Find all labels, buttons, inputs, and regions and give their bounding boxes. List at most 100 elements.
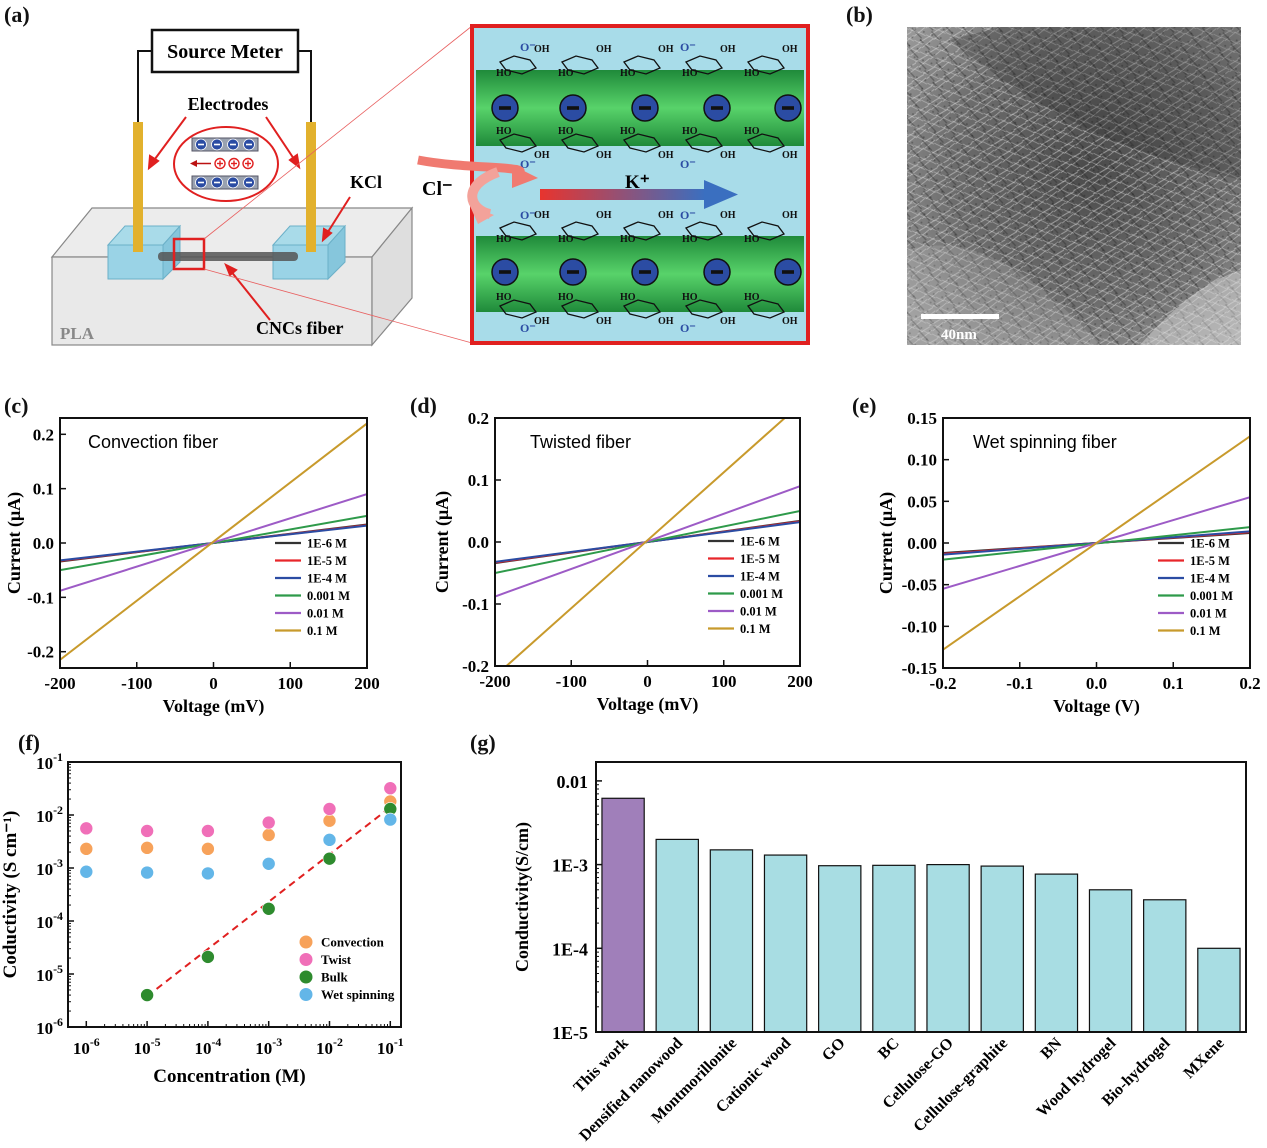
glucose-ring (684, 299, 724, 319)
bar-densified-nanowood (655, 838, 699, 1033)
legend-label: 1E-4 M (307, 572, 347, 586)
plot-frame (595, 761, 1247, 1033)
y-tick-label: 10-1 (36, 750, 63, 773)
glucose-ring (684, 55, 724, 75)
glucose-ring (684, 133, 724, 153)
glucose-ring (684, 221, 724, 241)
glucose-ring (498, 299, 538, 319)
glucose-ring (498, 55, 538, 75)
data-point-bulk (322, 851, 337, 866)
x-tick-label: GO (819, 1035, 849, 1065)
legend-label: 1E-5 M (740, 552, 780, 566)
data-point-wet-spinning (79, 864, 94, 879)
x-tick-label: 100 (278, 674, 304, 693)
ho-label: HO (744, 292, 760, 303)
panel-label-c: (c) (4, 393, 28, 418)
oh-label: OH (596, 210, 612, 221)
nanochannel-zoom: OH HO OH HO OH HO OH HO OH HO OH HO OH HO OH HO OH HO OH HO… (417, 24, 810, 345)
minus-glyph (639, 106, 651, 110)
data-point-twist (140, 824, 154, 838)
minus-glyph (782, 270, 794, 274)
x-axis-label: Voltage (V) (1053, 696, 1140, 717)
data-point-convection (140, 841, 154, 855)
data-point-wet-spinning (322, 833, 337, 847)
data-point-wet-spinning (383, 812, 398, 827)
electrodes-label: Electrodes (188, 94, 269, 114)
carboxyl-o-minus-label: O⁻ (680, 208, 696, 222)
panel-label-f: (f) (18, 730, 40, 755)
oh-label: OH (596, 44, 612, 55)
bar-cellulose-graphite (980, 865, 1024, 1033)
ho-label: HO (558, 68, 574, 79)
y-tick-label: 10-5 (36, 962, 63, 985)
oh-label: OH (596, 316, 612, 327)
y-tick-label: 1E-4 (552, 939, 588, 959)
series-line-0.1-M (943, 435, 1250, 651)
glucose-ring (622, 55, 662, 75)
glucose-ring (560, 55, 600, 75)
y-tick-label: -0.15 (902, 659, 937, 678)
x-tick-label: 10-5 (134, 1035, 161, 1058)
y-tick-label: 1E-5 (552, 1023, 588, 1043)
y-tick-label: 0.01 (557, 772, 589, 792)
glucose-ring (622, 221, 662, 241)
legend-label: 0.01 M (307, 607, 344, 621)
legend-marker (299, 988, 313, 1001)
data-point-bulk (261, 901, 276, 916)
panel-label-d: (d) (410, 393, 437, 418)
fiber-label: CNCs fiber (256, 318, 344, 338)
oh-label: OH (658, 210, 674, 221)
legend-label: Twist (321, 952, 352, 967)
x-tick-label: 200 (787, 672, 813, 691)
oh-label: OH (534, 210, 550, 221)
glucose-ring (560, 299, 600, 319)
oh-label: OH (720, 150, 736, 161)
legend-label: 0.1 M (740, 622, 771, 636)
x-tick-label: Cellulose-graphite (910, 1035, 1011, 1136)
schematic-device: Source Meter Electrodes (50, 25, 473, 347)
glucose-ring (622, 299, 662, 319)
oh-label: OH (782, 316, 798, 327)
minus-glyph (782, 106, 794, 110)
bar-cellulose-go (926, 863, 970, 1033)
glucose-ring (498, 221, 538, 241)
glucose-ring (746, 55, 786, 75)
legend-label: Wet spinning (321, 987, 395, 1002)
glucose-ring (746, 133, 786, 153)
x-tick-label: 0 (643, 672, 652, 691)
ho-label: HO (682, 68, 698, 79)
y-axis-label: Coductivity (S cm⁻¹) (0, 811, 21, 979)
oh-label: OH (658, 44, 674, 55)
ho-label: HO (496, 292, 512, 303)
x-tick-label: 0.0 (1086, 674, 1107, 693)
y-tick-label: 0.2 (33, 425, 54, 444)
minus-glyph (499, 270, 511, 274)
carboxyl-o-minus-label: O⁻ (680, 40, 696, 54)
minus-glyph (567, 106, 579, 110)
bar-bio-hydrogel (1143, 899, 1187, 1033)
ho-label: HO (682, 126, 698, 137)
kcl-label: KCl (350, 172, 382, 192)
scale-bar-label: 40nm (941, 327, 977, 343)
bar-cationic-wood (763, 854, 808, 1033)
data-point-twist (201, 824, 215, 838)
y-tick-label: -0.1 (27, 588, 54, 607)
y-tick-label: 0.00 (907, 534, 937, 553)
carboxyl-o-minus-label: O⁻ (680, 157, 696, 171)
ho-label: HO (744, 68, 760, 79)
legend-label: 1E-6 M (1190, 537, 1230, 551)
x-tick-label: 10-4 (194, 1035, 221, 1058)
bar-wood-hydrogel (1088, 889, 1133, 1033)
legend-label: 1E-5 M (307, 554, 347, 568)
oh-label: OH (782, 150, 798, 161)
x-axis-label: Concentration (M) (153, 1066, 306, 1087)
carboxyl-o-minus-label: O⁻ (520, 208, 536, 222)
oh-label: OH (534, 44, 550, 55)
legend-label: 0.01 M (1190, 607, 1227, 621)
ho-label: HO (620, 68, 636, 79)
bar-mxene (1197, 947, 1241, 1033)
bar-bc (872, 864, 916, 1033)
y-tick-label: -0.2 (27, 643, 54, 662)
data-point-wet-spinning (201, 866, 215, 881)
